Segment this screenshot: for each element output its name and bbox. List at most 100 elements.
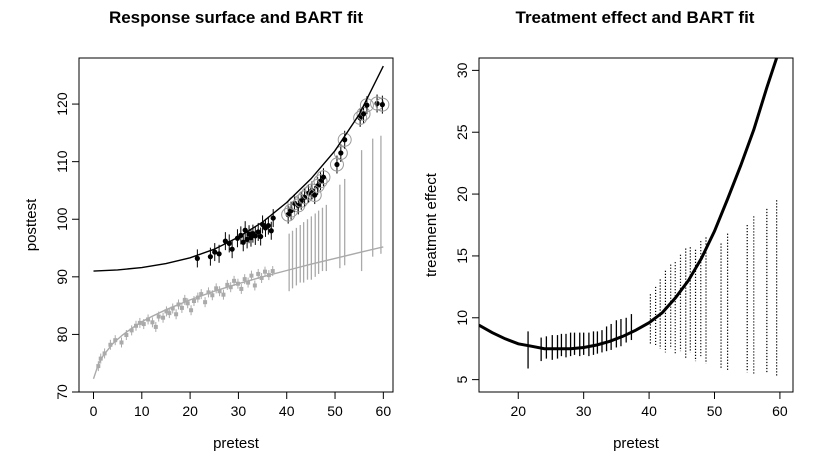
x-tick-label: 30 (576, 403, 592, 419)
control-point (161, 315, 166, 320)
left-axis-ticks: 0 10 20 30 40 50 60 70 80 90 100 110 120 (54, 92, 391, 419)
treated-point (268, 228, 274, 234)
y-tick-label: 30 (454, 62, 470, 78)
outer-ring-point (294, 193, 309, 208)
x-tick-label: 20 (182, 403, 198, 419)
y-tick-label: 10 (454, 310, 470, 326)
control-point (170, 306, 175, 311)
control-point (189, 308, 194, 313)
control-point (113, 338, 118, 343)
curve-line (93, 65, 384, 272)
treated-point (244, 236, 250, 242)
treated-point (216, 251, 222, 257)
control-point (164, 309, 169, 314)
right-y-axis-label: treatment effect (423, 172, 440, 277)
treated-point (338, 150, 344, 156)
treated-point (252, 233, 258, 239)
control-point (232, 278, 237, 283)
plot-area (92, 65, 390, 380)
outer-ring-point (375, 97, 390, 112)
control-point (239, 286, 244, 291)
x-tick-label: 60 (376, 403, 392, 419)
treated-point (265, 222, 271, 229)
x-tick-label: 40 (641, 403, 657, 419)
x-tick-label: 50 (327, 403, 343, 419)
y-tick-label: 120 (54, 92, 70, 116)
right-axis-ticks: 20 30 40 50 60 5 10 15 20 25 30 (454, 62, 788, 419)
x-tick-label: 0 (90, 403, 98, 419)
left-plot-frame (78, 57, 394, 393)
control-point (98, 356, 103, 361)
control-point (259, 275, 264, 280)
y-tick-label: 90 (54, 269, 70, 285)
left-chart-title: Response surface and BART fit (109, 8, 363, 27)
outer-ring-point (281, 207, 296, 222)
control-point (256, 271, 261, 276)
outer-ring-point (307, 188, 322, 203)
treated-point (194, 255, 200, 261)
control-point (182, 297, 187, 302)
y-tick-label: 25 (454, 124, 470, 140)
control-point (225, 282, 230, 287)
control-point (119, 340, 124, 345)
right-plot-marks (479, 58, 779, 376)
control-point (191, 299, 196, 304)
control-point (262, 269, 267, 274)
treated-point (312, 192, 318, 198)
treated-point (357, 115, 363, 121)
left-x-axis-label: pretest (213, 435, 260, 452)
y-tick-label: 110 (54, 150, 70, 173)
treated-point (255, 229, 261, 235)
control-point (249, 273, 254, 278)
panel-response-surface: Response surface and BART fit 0 10 20 30 40 5… (23, 8, 394, 452)
treated-point (240, 239, 246, 245)
control-point (217, 289, 222, 294)
x-tick-label: 30 (231, 403, 247, 419)
treated-point (270, 215, 276, 221)
right-plot-frame (478, 57, 794, 393)
left-y-axis-label: posttest (23, 198, 40, 251)
control-point (124, 332, 129, 337)
x-tick-label: 60 (772, 403, 788, 419)
control-point (206, 290, 211, 295)
curve-line (92, 246, 384, 380)
control-point (203, 300, 208, 305)
control-point (199, 292, 204, 297)
treated-point (301, 194, 308, 200)
control-point (174, 312, 179, 317)
y-tick-label: 70 (54, 384, 70, 400)
panel-treatment-effect: Treatment effect and BART fit 20 30 40 50 60… (423, 8, 794, 452)
treated-point (379, 102, 385, 108)
x-tick-label: 10 (134, 403, 150, 419)
control-point (228, 285, 233, 290)
treated-point (334, 161, 340, 168)
control-point (150, 320, 155, 325)
control-point (156, 314, 161, 319)
outer-ring-point (284, 203, 299, 218)
treated-point (320, 174, 327, 180)
curve-line (479, 58, 779, 351)
x-tick-label: 20 (510, 403, 526, 419)
control-point (242, 277, 247, 282)
treated-point (207, 254, 213, 260)
outer-ring-point (333, 146, 348, 161)
control-point (146, 317, 151, 322)
x-tick-label: 50 (707, 403, 723, 419)
control-point (167, 311, 172, 316)
control-point (214, 286, 219, 291)
treated-point (258, 233, 264, 240)
control-point (270, 269, 275, 274)
plot-area (479, 58, 779, 376)
right-chart-title: Treatment effect and BART fit (516, 8, 755, 27)
control-point (246, 280, 251, 285)
y-tick-label: 100 (54, 207, 70, 231)
left-plot-marks (92, 65, 390, 380)
y-tick-label: 20 (454, 186, 470, 202)
control-point (108, 342, 113, 347)
treated-point (248, 235, 254, 241)
treated-point (360, 111, 367, 117)
y-tick-label: 80 (54, 326, 70, 342)
control-point (185, 301, 190, 306)
control-point (141, 322, 146, 327)
treated-point (229, 246, 235, 252)
